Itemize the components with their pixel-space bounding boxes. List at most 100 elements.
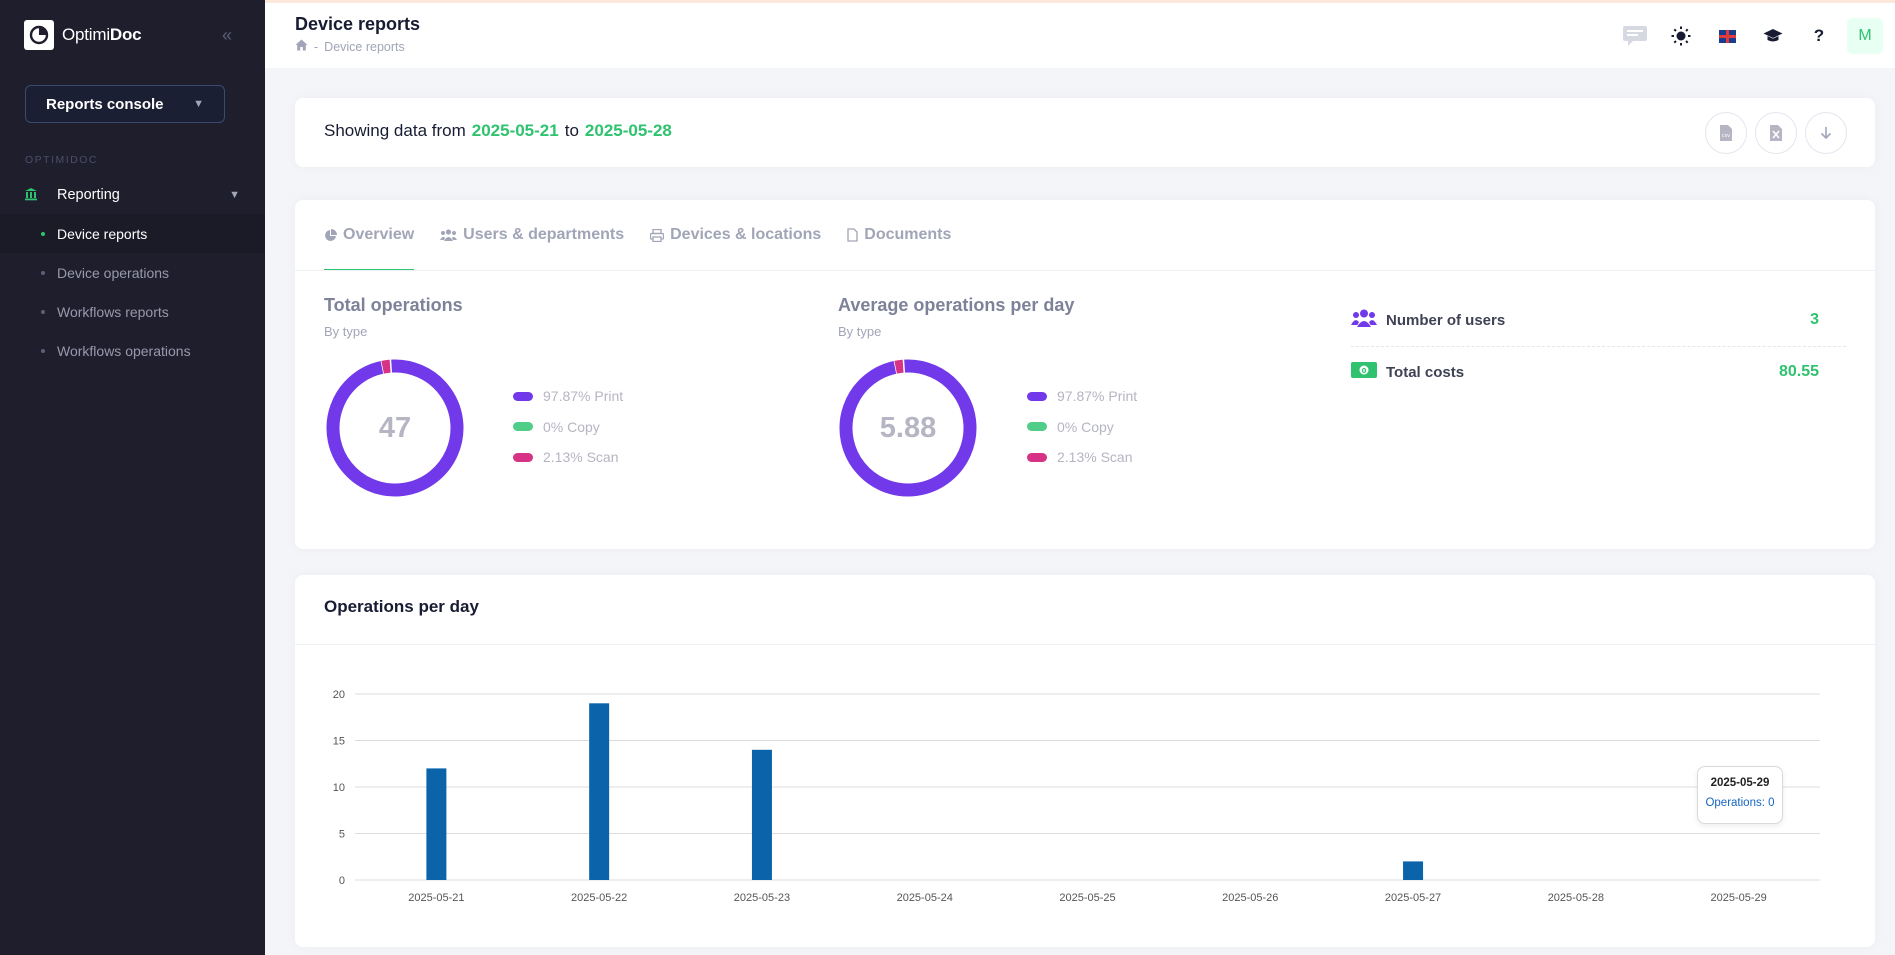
header: Device reports - Device reports ? M xyxy=(265,3,1895,68)
x-tick-label: 2025-05-25 xyxy=(1059,892,1115,904)
legend-item-copy: 0% Copy xyxy=(1027,412,1137,443)
header-icons: ? M xyxy=(1617,18,1883,54)
bullet-icon xyxy=(41,270,45,275)
sidebar-item-label: Workflows operations xyxy=(57,342,191,359)
x-tick-label: 2025-05-27 xyxy=(1385,892,1441,904)
language-flag-icon[interactable] xyxy=(1709,18,1745,54)
total-operations-title: Total operations xyxy=(324,295,463,315)
chart-tooltip: 2025-05-29 Operations: 0 xyxy=(1697,766,1783,824)
bank-icon xyxy=(24,187,57,204)
chevron-down-icon: ▼ xyxy=(193,98,204,110)
sidebar-item-device-operations[interactable]: Device operations xyxy=(0,253,265,292)
tab-label: Devices & locations xyxy=(670,226,822,243)
breadcrumb-current[interactable]: Device reports xyxy=(324,39,405,54)
console-select[interactable]: Reports console ▼ xyxy=(25,85,225,123)
legend-item-print: 97.87% Print xyxy=(513,381,623,412)
users-icon xyxy=(1351,309,1386,332)
export-csv-button[interactable]: csv xyxy=(1705,112,1747,154)
sidebar-item-label: Workflows reports xyxy=(57,303,169,320)
kpi-divider xyxy=(1351,346,1846,347)
tab-divider xyxy=(295,270,1875,271)
sidebar-item-label: Device reports xyxy=(57,225,148,242)
excel-file-icon xyxy=(1770,125,1782,141)
y-tick-label: 0 xyxy=(339,875,345,887)
chat-icon[interactable] xyxy=(1617,18,1653,54)
tab-overview[interactable]: Overview xyxy=(324,200,415,271)
users-icon xyxy=(440,229,458,241)
tooltip-value: Operations: 0 xyxy=(1705,797,1775,809)
bar-2025-05-21[interactable] xyxy=(426,768,447,880)
report-tabs: Overview Users & departments Devices & l… xyxy=(324,200,951,271)
home-icon[interactable] xyxy=(295,39,308,54)
legend-item-scan: 2.13% Scan xyxy=(513,442,623,473)
x-tick-label: 2025-05-21 xyxy=(408,892,464,904)
range-prefix: Showing data from xyxy=(324,121,466,140)
range-connector: to xyxy=(564,121,579,140)
donut-slice-print xyxy=(839,359,977,497)
nav-group-reporting[interactable]: Reporting ▼ xyxy=(0,183,265,207)
sidebar-item-workflows-reports[interactable]: Workflows reports xyxy=(0,292,265,331)
donut-slice-print xyxy=(326,359,464,497)
average-operations-title: Average operations per day xyxy=(838,295,1075,315)
breadcrumb-separator: - xyxy=(314,39,319,54)
operations-bar-chart: 0 5 10 15 20 2025-05-21 2025-05-22 2025-05-23 20… xyxy=(333,689,1820,904)
kpi-total-costs: 0 Total costs 80.55 xyxy=(1351,346,1846,398)
total-operations-subtitle: By type xyxy=(324,324,368,339)
kpi-number-of-users: Number of users 3 xyxy=(1351,294,1846,346)
money-bill-icon: 0 xyxy=(1351,361,1386,383)
tab-users-departments[interactable]: Users & departments xyxy=(440,200,624,270)
download-button[interactable] xyxy=(1805,112,1847,154)
legend-item-print: 97.87% Print xyxy=(1027,381,1137,412)
bullet-icon xyxy=(41,348,45,353)
bar-2025-05-27[interactable] xyxy=(1403,861,1424,880)
tab-devices-locations[interactable]: Devices & locations xyxy=(650,200,821,270)
operations-per-day-card: Operations per day 0 5 10 15 20 2025-05-21 202… xyxy=(295,575,1875,947)
x-tick-label: 2025-05-29 xyxy=(1710,892,1766,904)
brand-logo-icon xyxy=(24,20,54,50)
pie-chart-icon xyxy=(325,228,337,241)
kpi-users-value: 3 xyxy=(1810,311,1819,328)
bullet-icon xyxy=(41,231,45,236)
brand[interactable]: OptimiDoc xyxy=(24,20,142,50)
average-operations-value: 5.88 xyxy=(879,411,937,444)
tab-documents[interactable]: Documents xyxy=(847,200,951,270)
chevron-down-icon: ▼ xyxy=(229,189,240,201)
page-title: Device reports xyxy=(295,14,421,34)
date-range-text: Showing data from 2025-05-21 to 2025-05-… xyxy=(324,121,672,141)
x-tick-label: 2025-05-24 xyxy=(897,892,953,904)
operations-per-day-title: Operations per day xyxy=(324,597,479,616)
y-tick-label: 20 xyxy=(333,689,345,701)
collapse-sidebar-icon[interactable]: « xyxy=(221,24,232,45)
sidebar-item-device-reports[interactable]: Device reports xyxy=(0,214,265,253)
total-operations-legend: 97.87% Print 0% Copy 2.13% Scan xyxy=(513,381,623,473)
total-operations-donut xyxy=(326,358,464,497)
nav-section-label: OPTIMIDOC xyxy=(25,154,98,166)
x-tick-label: 2025-05-23 xyxy=(734,892,790,904)
average-operations-donut xyxy=(839,358,977,497)
avatar[interactable]: M xyxy=(1847,18,1883,54)
sidebar-item-label: Device operations xyxy=(57,264,170,281)
svg-text:0: 0 xyxy=(1362,367,1367,375)
range-from: 2025-05-21 xyxy=(471,121,559,140)
kpi-costs-label: Total costs xyxy=(1386,363,1465,381)
bullet-icon xyxy=(41,309,45,314)
help-icon[interactable]: ? xyxy=(1813,26,1825,45)
bar-2025-05-22[interactable] xyxy=(589,703,610,880)
csv-file-icon: csv xyxy=(1720,125,1732,141)
total-operations-value: 47 xyxy=(378,411,412,444)
average-operations-subtitle: By type xyxy=(838,324,882,339)
y-tick-label: 5 xyxy=(339,829,345,841)
export-excel-button[interactable] xyxy=(1755,112,1797,154)
document-icon xyxy=(847,228,858,242)
theme-toggle-icon[interactable] xyxy=(1663,18,1699,54)
kpi-costs-value: 80.55 xyxy=(1778,363,1819,380)
printer-icon xyxy=(650,228,665,242)
kpi-users-label: Number of users xyxy=(1386,311,1506,329)
overview-card: Overview Users & departments Devices & l… xyxy=(295,200,1875,549)
academy-icon[interactable] xyxy=(1755,18,1791,54)
svg-text:csv: csv xyxy=(1722,133,1730,139)
tab-label: Overview xyxy=(343,226,415,243)
tab-label: Documents xyxy=(864,226,952,243)
bar-2025-05-23[interactable] xyxy=(751,749,772,880)
sidebar-item-workflows-operations[interactable]: Workflows operations xyxy=(0,331,265,370)
